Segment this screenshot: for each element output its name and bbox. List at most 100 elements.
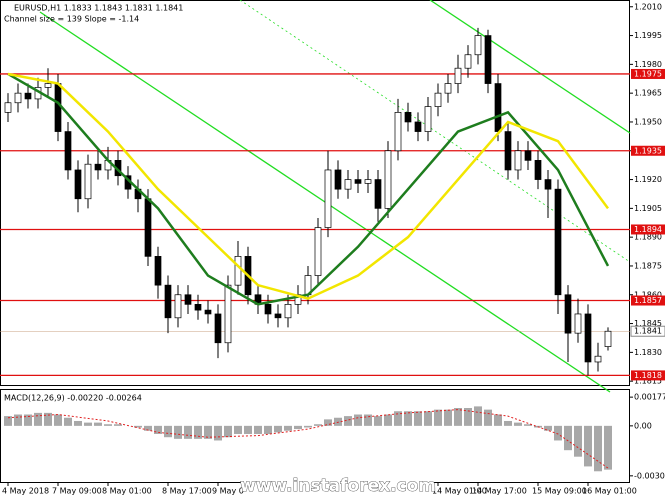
level-label: 1.1935 <box>634 146 662 155</box>
macd-bar <box>564 425 572 451</box>
macd-bar <box>364 414 372 426</box>
macd-bar <box>214 425 222 441</box>
y-tick-label: 1.1875 <box>634 261 662 270</box>
x-tick-label: 16 May 01:00 <box>582 487 637 496</box>
candle-body <box>314 227 322 276</box>
candle-body <box>354 179 362 184</box>
macd-bar <box>94 422 102 426</box>
x-tick-label: 7 May 09:00 <box>52 487 102 496</box>
candle-body <box>584 313 592 363</box>
macd-bar <box>224 425 232 438</box>
macd-bar <box>4 416 12 426</box>
last-price-box <box>630 325 665 337</box>
candle-body <box>214 313 222 344</box>
candle-body <box>474 35 482 56</box>
candle-body <box>324 169 332 228</box>
y-tick-label: -0.00308 <box>634 471 665 480</box>
macd-bar <box>344 416 352 426</box>
macd-bar <box>444 409 452 426</box>
macd-bar <box>204 425 212 439</box>
candle-body <box>204 309 212 315</box>
candle-body <box>14 92 22 104</box>
macd-bar <box>374 416 382 426</box>
macd-bar <box>284 425 292 431</box>
candle-body <box>174 294 182 319</box>
x-tick-label: 15 May 09:00 <box>532 487 587 496</box>
y-tick-label: 1.1980 <box>634 60 662 69</box>
macd-bar <box>384 414 392 426</box>
level-label: 1.1857 <box>634 296 662 305</box>
macd-bar <box>44 412 52 426</box>
macd-bar <box>504 420 512 426</box>
macd-bar <box>474 406 482 426</box>
watermark: www.instaforex.com <box>240 476 436 496</box>
macd-bar <box>574 425 582 457</box>
chart-title: EURUSD,H1 1.1833 1.1843 1.1831 1.1841 <box>14 4 183 13</box>
candle-body <box>534 160 542 180</box>
macd-bar <box>604 425 612 470</box>
macd-bar <box>484 409 492 426</box>
candle-body <box>44 83 52 88</box>
y-tick-label: 1.2010 <box>634 2 662 11</box>
macd-bar <box>24 414 32 426</box>
level-label: 1.1818 <box>634 371 662 380</box>
y-tick-label: 1.1815 <box>634 377 662 386</box>
candle-body <box>504 131 512 171</box>
macd-bar <box>324 419 332 426</box>
macd-bar <box>394 411 402 426</box>
macd-bar <box>114 424 122 426</box>
macd-bar <box>174 425 182 439</box>
candle-body <box>224 284 232 344</box>
candle-body <box>84 163 92 200</box>
candle-body <box>274 313 282 319</box>
macd-bar <box>544 425 552 431</box>
macd-bar <box>524 424 532 426</box>
y-tick-label: 0.00177 <box>634 393 665 402</box>
x-tick-label: 14 May 17:00 <box>472 487 527 496</box>
moving-average <box>7 72 610 300</box>
candle-body <box>394 112 402 152</box>
macd-bar <box>34 412 42 426</box>
macd-bar <box>244 425 252 434</box>
x-tick-label: 8 May 01:00 <box>102 487 152 496</box>
macd-bar <box>584 425 592 467</box>
macd-bar <box>464 408 472 426</box>
candle-body <box>464 54 472 69</box>
macd-bar <box>254 425 262 434</box>
x-tick-label: 9 May 09:00 <box>212 487 262 496</box>
channel-line <box>429 0 631 134</box>
candle-body <box>594 355 602 363</box>
macd-bar <box>494 414 502 426</box>
level-label-box <box>631 145 665 156</box>
candle-body <box>544 179 552 190</box>
candle-body <box>434 92 442 107</box>
level-label: 1.1894 <box>634 225 662 234</box>
macd-bar <box>134 425 142 428</box>
candle-body <box>404 112 412 123</box>
candle-body <box>164 284 172 319</box>
candle-body <box>234 256 242 286</box>
candle-body <box>414 121 422 132</box>
level-label-box <box>631 295 665 306</box>
macd-bar <box>414 411 422 426</box>
macd-signal <box>7 409 609 469</box>
candle-body <box>4 102 12 113</box>
y-tick-label: 1.1965 <box>634 89 662 98</box>
macd-bar <box>234 425 242 434</box>
macd-bar <box>84 422 92 426</box>
macd-bar <box>264 425 272 434</box>
candle-body <box>554 188 562 296</box>
candle-body <box>604 330 612 347</box>
candle-body <box>484 35 492 84</box>
macd-bar <box>294 425 302 430</box>
y-tick-label: 1.1995 <box>634 31 662 40</box>
candle-body <box>74 169 82 200</box>
y-tick-label: 1.1920 <box>634 175 662 184</box>
candle-body <box>284 304 292 319</box>
candle-body <box>424 106 432 132</box>
macd-bar <box>454 408 462 426</box>
channel-mid-line <box>239 0 631 263</box>
macd-bar <box>14 414 22 426</box>
macd-bar <box>64 417 72 426</box>
